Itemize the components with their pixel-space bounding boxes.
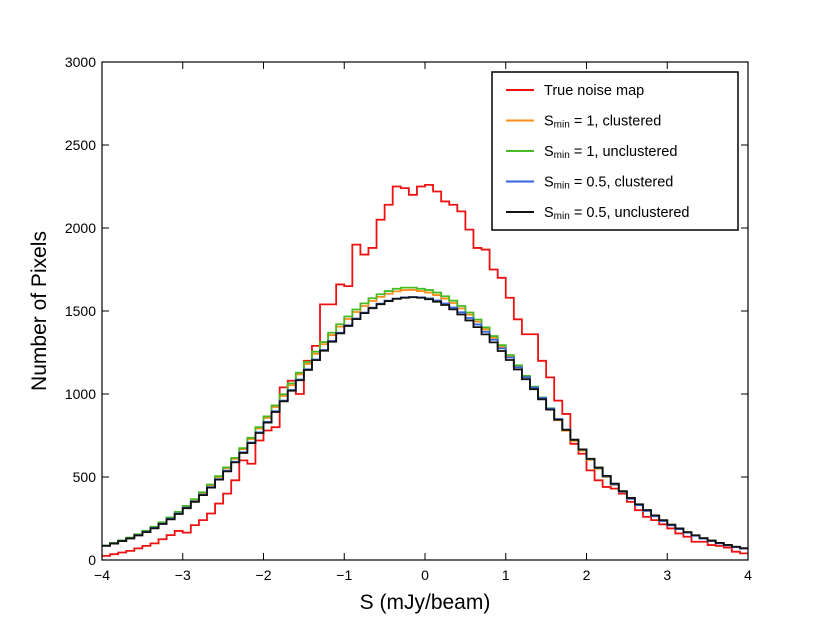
- series-layer: [102, 183, 748, 557]
- x-tick-label: 0: [421, 567, 429, 583]
- x-tick-label: 4: [744, 567, 752, 583]
- y-axis-label: Number of Pixels: [28, 231, 51, 391]
- x-tick-label: −4: [94, 567, 110, 583]
- y-tick-label: 500: [73, 469, 97, 485]
- x-tick-label: −3: [175, 567, 191, 583]
- x-tick-label: 2: [583, 567, 591, 583]
- legend: True noise map Smin = 1, clustered Smin = …: [491, 71, 739, 231]
- x-tick-label: 3: [663, 567, 671, 583]
- series-line-4: [102, 296, 748, 550]
- y-tick-label: 2500: [65, 137, 96, 153]
- series-line-0: [102, 183, 748, 557]
- legend-label-2: Smin = 1, unclustered: [544, 144, 677, 161]
- legend-label-1: Smin = 1, clustered: [544, 114, 661, 131]
- y-tick-label: 1500: [65, 303, 96, 319]
- x-tick-label: −2: [256, 567, 272, 583]
- legend-label-4: Smin = 0.5, unclustered: [544, 205, 690, 222]
- axis-ticks: −4 −3 −2 −1 0 1 2 3 4 0 500 1000 1500 2000 2500 3000: [65, 54, 752, 583]
- y-tick-label: 3000: [65, 54, 96, 70]
- x-tick-label: 1: [502, 567, 510, 583]
- legend-label-0: True noise map: [544, 83, 644, 99]
- y-tick-label: 1000: [65, 386, 96, 402]
- legend-label-3: Smin = 0.5, clustered: [544, 175, 673, 192]
- x-axis-label: S (mJy/beam): [360, 591, 491, 614]
- y-tick-label: 2000: [65, 220, 96, 236]
- x-tick-label: −1: [336, 567, 352, 583]
- y-tick-label: 0: [88, 552, 96, 568]
